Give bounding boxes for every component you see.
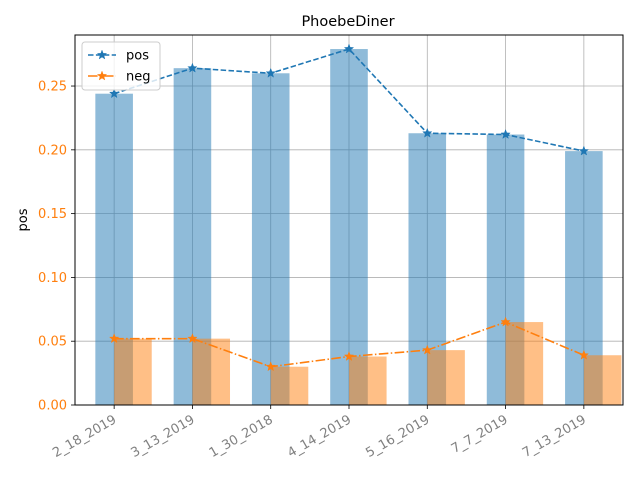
marker-pos [422,127,433,138]
marker-pos [108,88,120,99]
legend: pos neg [81,41,161,91]
bars-layer [95,49,622,406]
x-tick-label: 2_18_2019 [50,412,119,460]
y-axis-label: pos [16,208,31,231]
y-tick-label: 0.15 [38,207,67,222]
legend-marker-neg [96,70,108,81]
legend-label-pos: pos [126,49,149,64]
marker-pos [265,67,276,78]
bar-neg [270,366,309,405]
marker-neg [343,351,355,361]
marker-neg [578,349,590,360]
bar-neg [114,338,152,405]
x-tick-label: 5_16_2019 [363,412,432,460]
bar-neg [427,350,465,405]
x-tick-label: 7_7_2019 [449,412,511,456]
marker-neg [108,333,120,344]
marker-pos [578,145,590,156]
lines-layer [108,43,590,372]
bar-neg [505,322,544,405]
bar-neg [192,338,231,405]
legend-marker-pos [96,49,108,60]
y-tick-label: 0.25 [38,80,67,95]
bar-neg [583,355,622,405]
marker-neg [265,361,276,372]
bar-neg [349,356,387,405]
y-tick-label: 0.05 [38,335,67,350]
y-tick-label: 0.20 [38,143,67,158]
x-tick-label: 3_13_2019 [129,412,198,460]
marker-pos [343,43,355,54]
marker-pos [500,129,511,139]
x-tick-label: 7_13_2019 [520,412,589,460]
marker-neg [422,344,433,355]
x-tick-label: 1_30_2018 [207,412,276,460]
bar-pos [330,49,368,405]
legend-label-neg: neg [126,70,151,85]
y-tick-label: 0.00 [38,399,67,414]
x-tick-label: 4_14_2019 [285,412,354,460]
marker-neg [500,316,511,327]
bar-pos [251,73,290,405]
chart-title: PhoebeDiner [301,14,394,30]
marker-neg [187,333,198,344]
marker-pos [187,62,198,73]
y-tick-label: 0.10 [38,271,67,286]
